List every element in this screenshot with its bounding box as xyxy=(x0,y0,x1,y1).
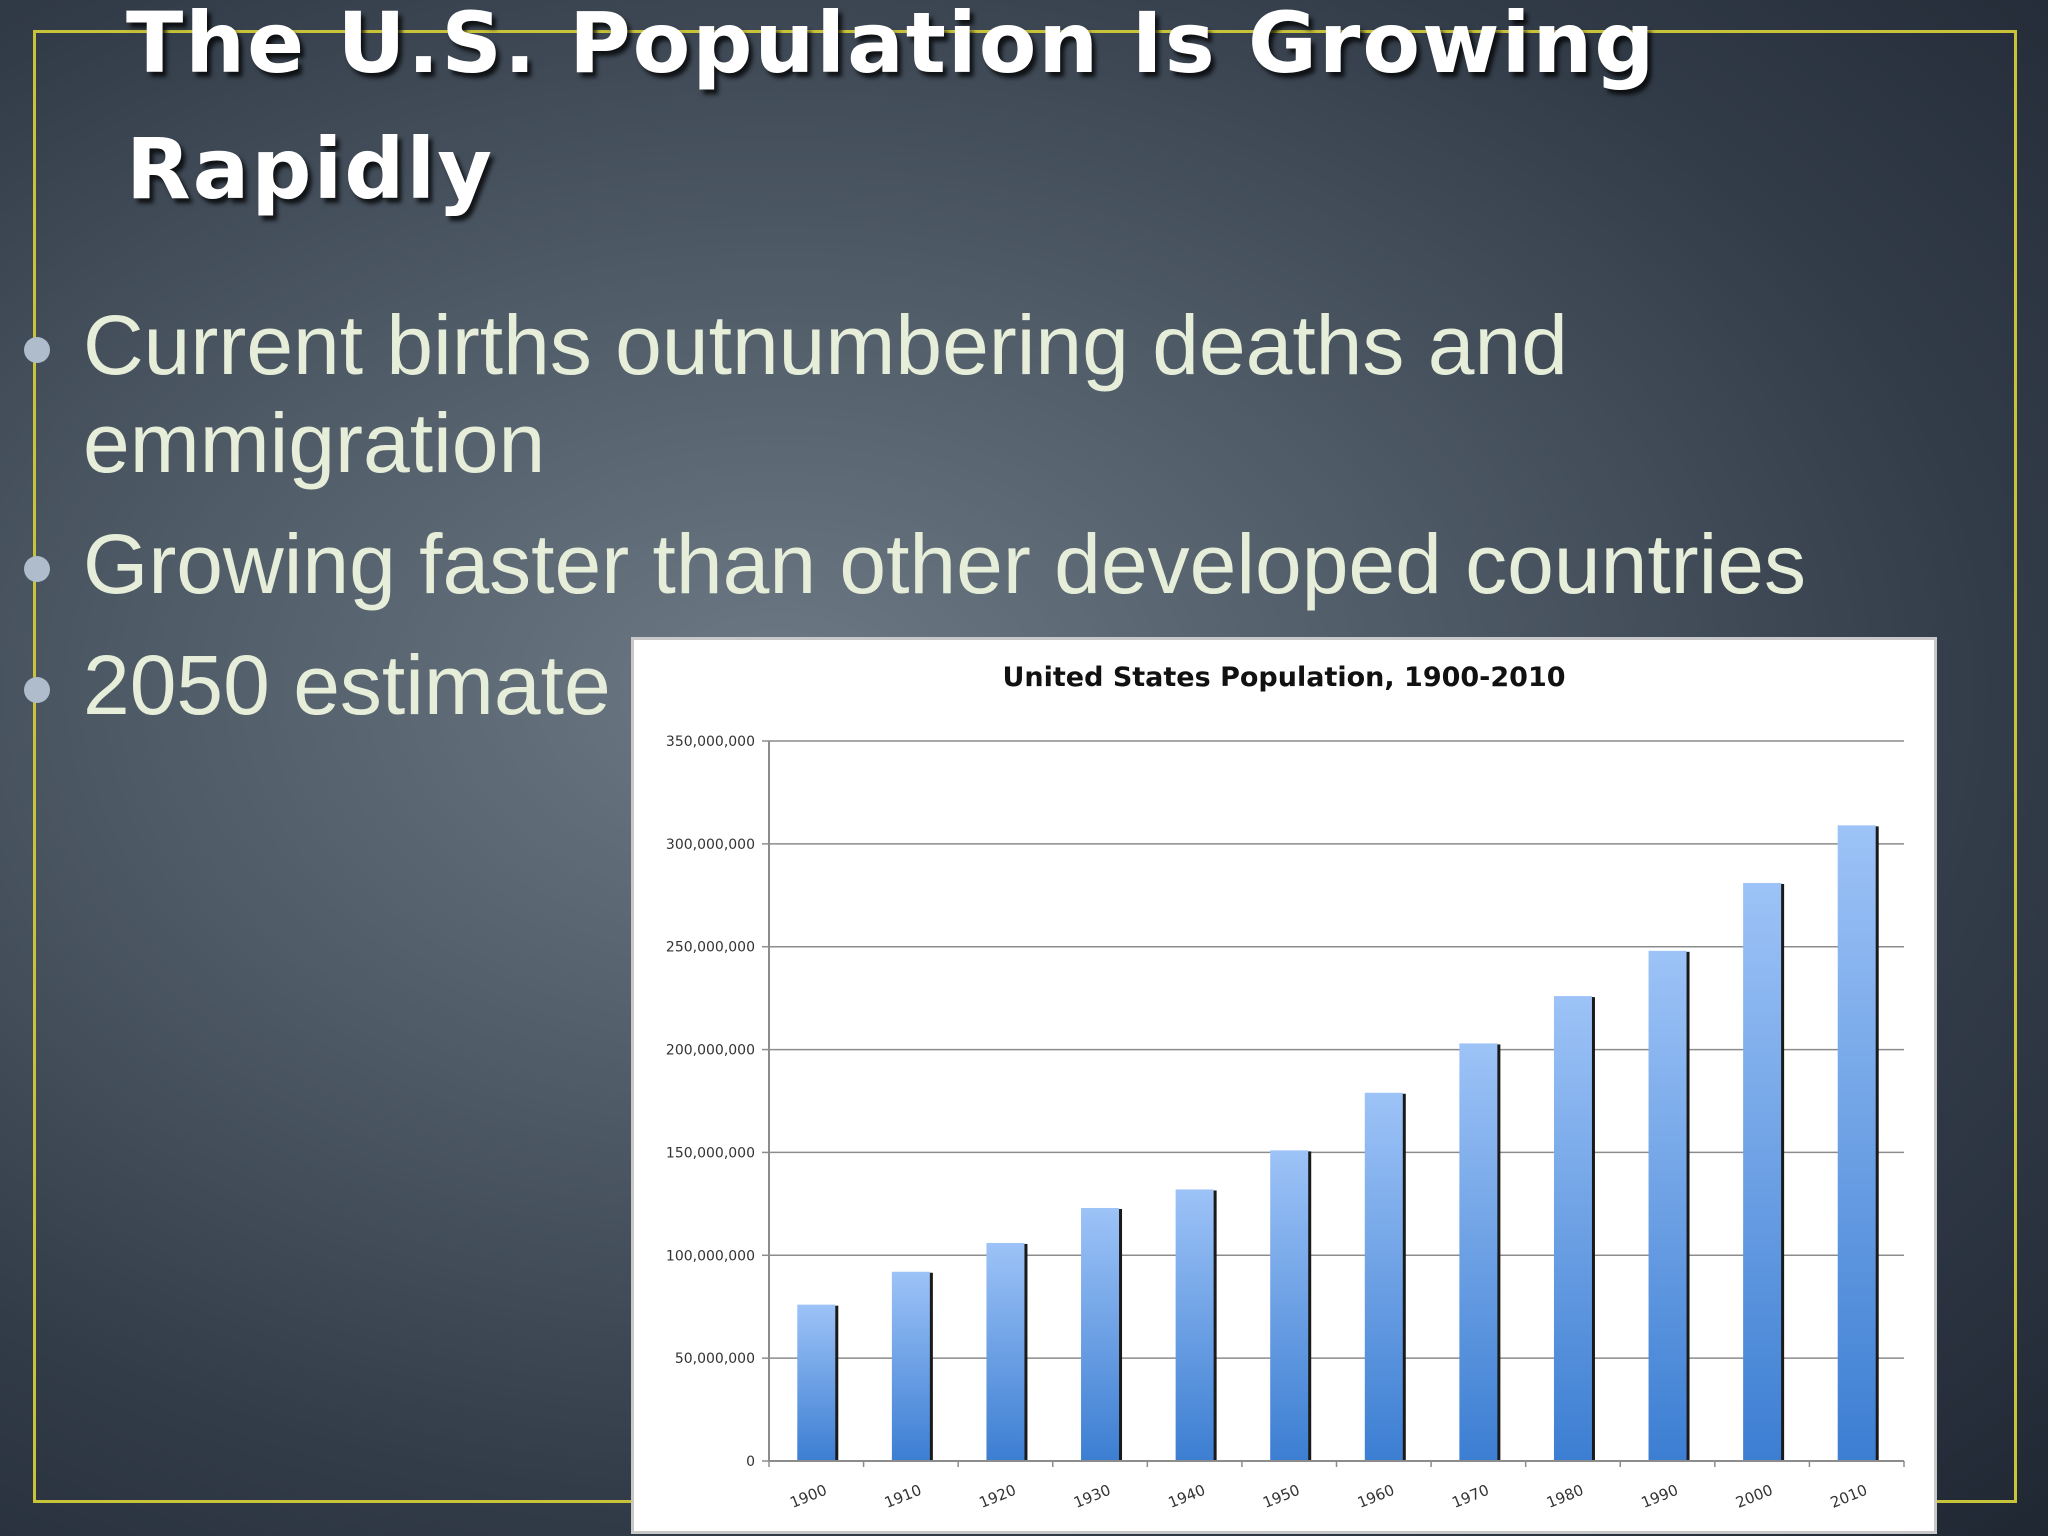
y-tick-label: 0 xyxy=(746,1454,755,1470)
y-tick-label: 250,000,000 xyxy=(666,940,755,956)
x-tick-label: 2000 xyxy=(1733,1481,1775,1512)
bullet-dot-icon xyxy=(24,337,50,363)
x-tick-label: 1940 xyxy=(1166,1481,1208,1512)
x-tick-label: 1920 xyxy=(977,1481,1019,1512)
bullet-list: Current births outnumbering deaths and e… xyxy=(24,298,1807,732)
bar-1990 xyxy=(1648,950,1687,1461)
slide-title: The U.S. Population Is Growing Rapidly xyxy=(126,0,1657,218)
y-tick-label: 350,000,000 xyxy=(666,734,755,750)
bar-2000 xyxy=(1743,882,1782,1461)
bullet-text: 2050 estimate xyxy=(83,638,611,732)
bar-1900 xyxy=(797,1304,836,1461)
bullet-dot-icon xyxy=(24,556,50,582)
bar-chart-svg: United States Population, 1900-2010 0 50,… xyxy=(666,662,1905,1512)
y-tick-label: 200,000,000 xyxy=(666,1043,755,1059)
x-tick-label: 1960 xyxy=(1355,1481,1397,1512)
bar-1910 xyxy=(891,1271,930,1461)
bar-2010 xyxy=(1837,825,1876,1461)
population-chart: United States Population, 1900-2010 0 50,… xyxy=(631,637,1937,1534)
bar-1930 xyxy=(1081,1207,1120,1461)
y-tick-label: 300,000,000 xyxy=(666,837,755,853)
bar-1980 xyxy=(1553,996,1592,1461)
bar-1960 xyxy=(1364,1092,1403,1461)
y-tick-label: 150,000,000 xyxy=(666,1145,755,1161)
x-tick-label: 1950 xyxy=(1260,1481,1302,1512)
x-tick-label: 2010 xyxy=(1828,1481,1870,1512)
x-tick-label: 1990 xyxy=(1639,1481,1681,1512)
y-tick-label: 100,000,000 xyxy=(666,1248,755,1264)
x-tick-label: 1970 xyxy=(1449,1481,1491,1512)
bar-1970 xyxy=(1459,1043,1498,1461)
bullet-text: Growing faster than other developed coun… xyxy=(83,517,1807,611)
bar-1950 xyxy=(1270,1150,1309,1461)
y-tick-label: 50,000,000 xyxy=(675,1351,755,1367)
chart-title: United States Population, 1900-2010 xyxy=(1002,662,1565,693)
bar-1920 xyxy=(986,1242,1025,1461)
bar-1940 xyxy=(1175,1189,1214,1461)
bullet-dot-icon xyxy=(24,677,50,703)
x-tick-label: 1910 xyxy=(882,1481,924,1512)
x-tick-label: 1980 xyxy=(1544,1481,1586,1512)
x-tick-label: 1900 xyxy=(787,1481,829,1512)
x-tick-label: 1930 xyxy=(1071,1481,1113,1512)
bullet-text: Current births outnumbering deaths and e… xyxy=(83,298,1568,490)
